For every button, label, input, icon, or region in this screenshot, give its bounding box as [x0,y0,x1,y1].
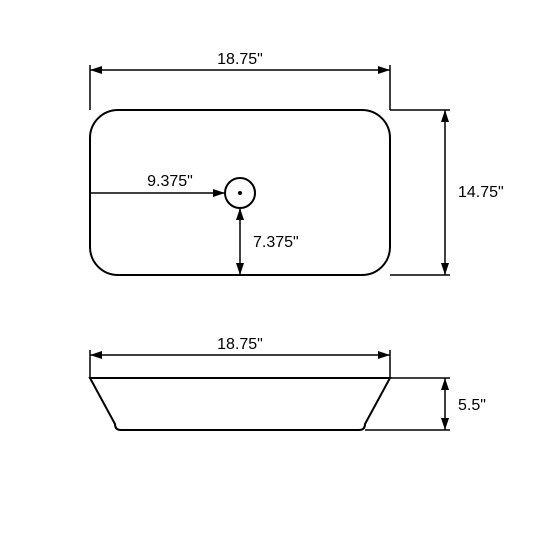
side-height-label: 5.5" [458,397,486,414]
top-width-label: 18.75" [217,51,263,68]
arrowhead [213,189,225,197]
arrowhead [378,351,390,359]
arrowhead [236,263,244,275]
drain-center-dot [238,191,242,195]
arrowhead [441,263,449,275]
top-height-label: 14.75" [458,184,504,201]
sink-side-outline [90,378,390,430]
arrowhead [441,418,449,430]
dimension-drawing: 18.75" 14.75" 18.75" 5.5" 9.375" 7.375" [0,0,550,550]
arrowhead [90,66,102,74]
arrowhead [90,351,102,359]
arrowhead [236,208,244,220]
arrowhead [441,110,449,122]
drain-x-label: 9.375" [147,173,193,190]
drain-y-label: 7.375" [253,234,299,251]
arrowhead [378,66,390,74]
side-width-label: 18.75" [217,336,263,353]
arrowhead [441,378,449,390]
